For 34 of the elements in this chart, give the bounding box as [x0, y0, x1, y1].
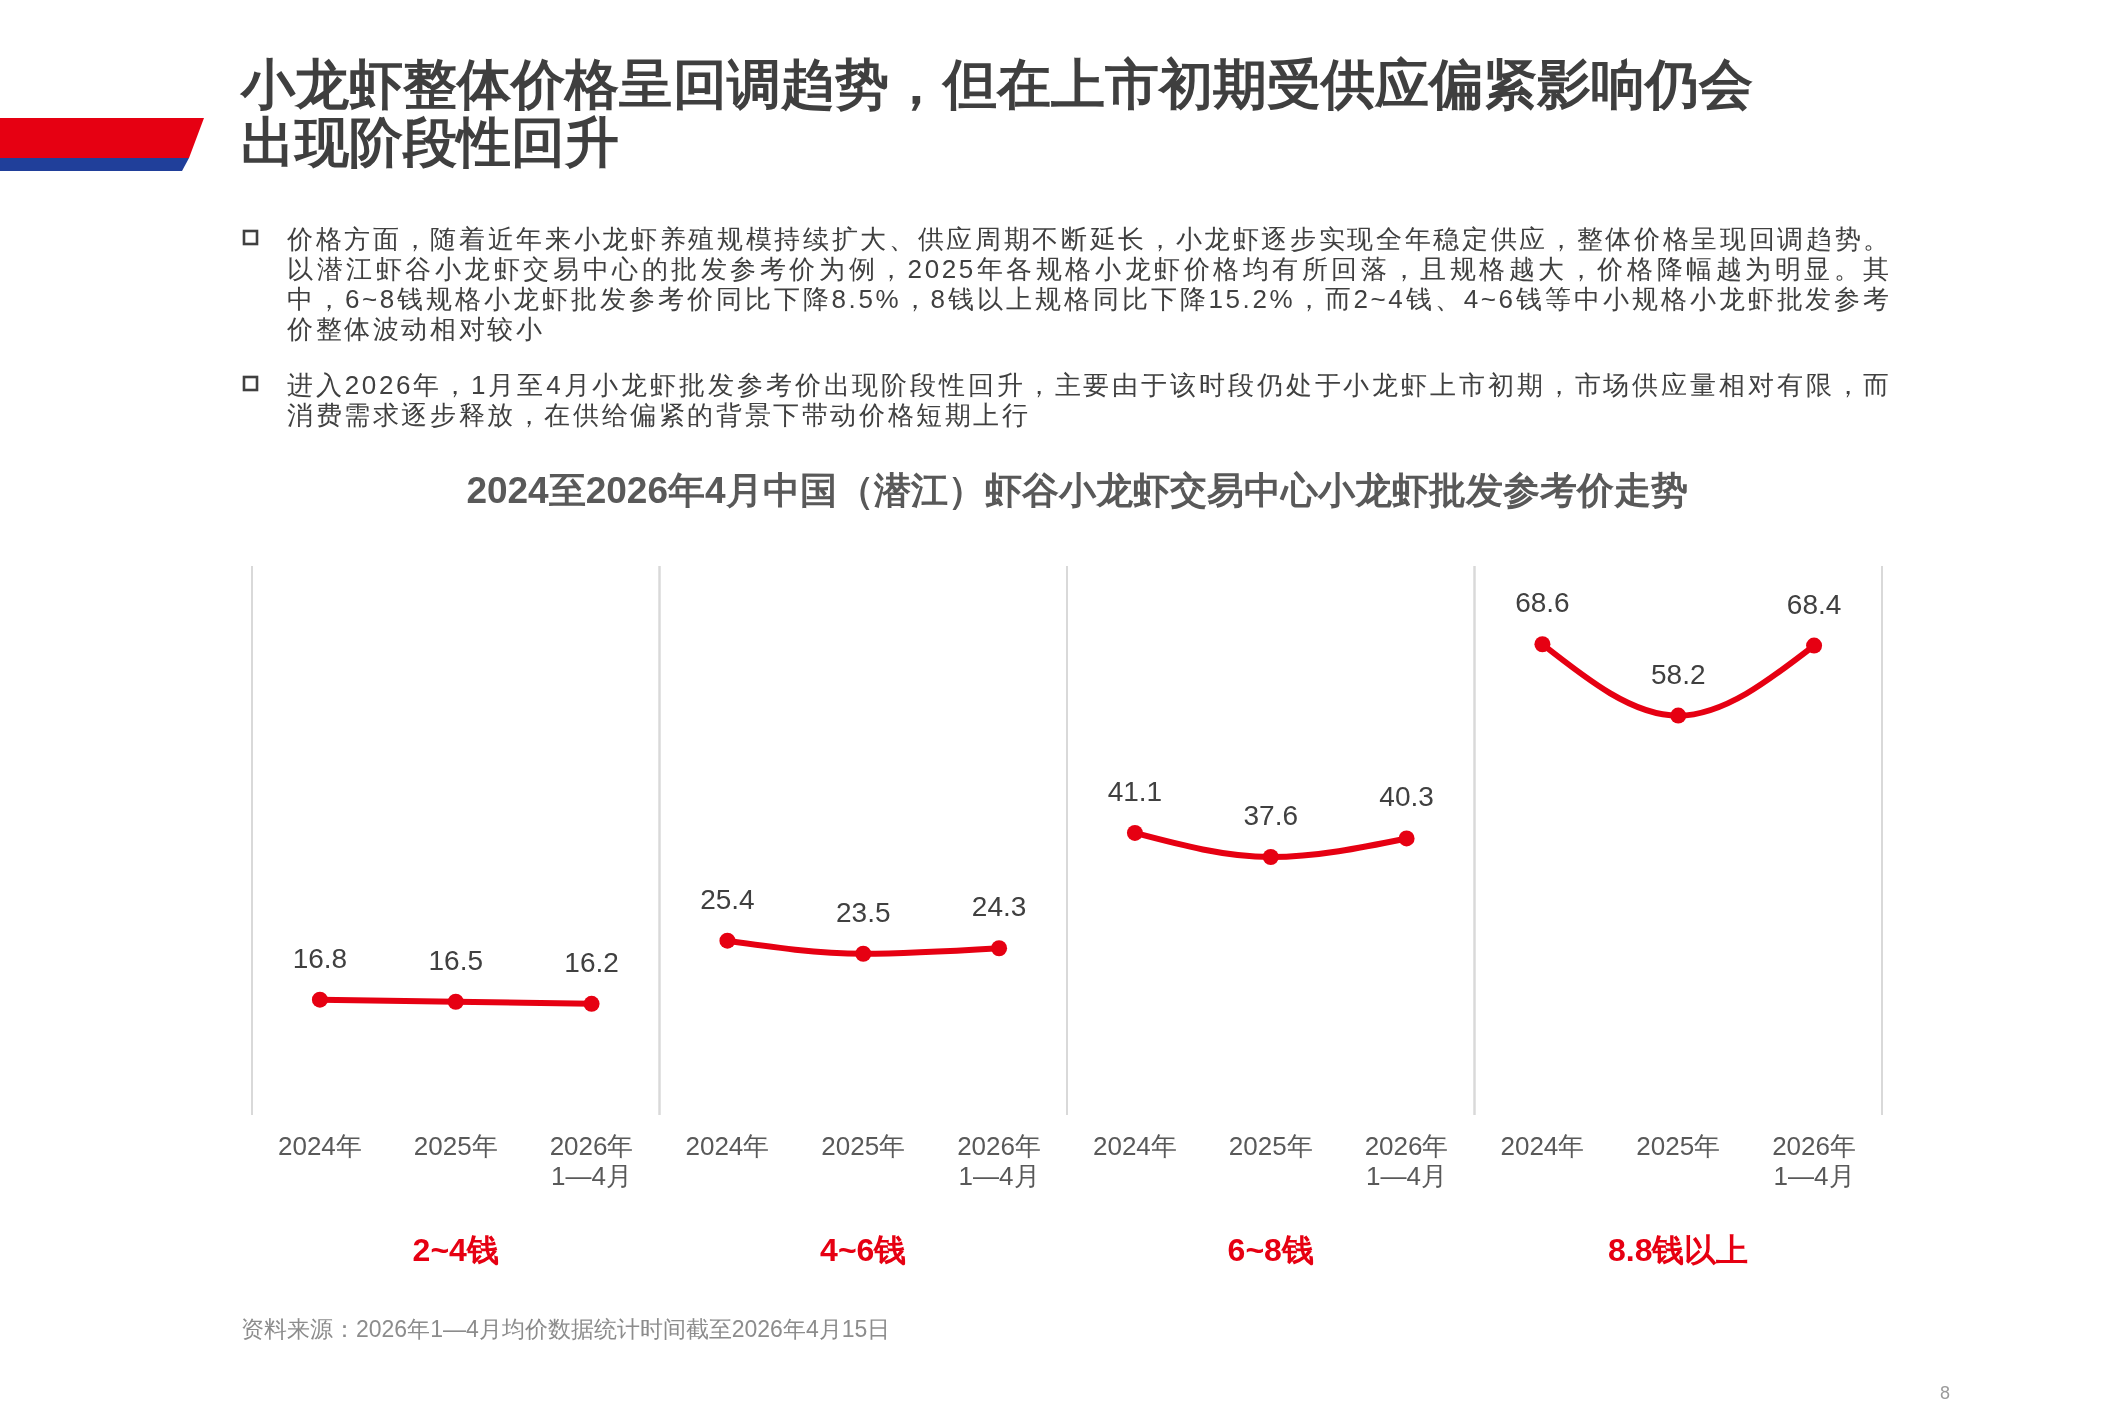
- x-tick-label: 2024年: [1500, 1131, 1585, 1161]
- text: 8: [1939, 1382, 1950, 1405]
- data-label: 68.4: [1786, 588, 1842, 620]
- x-tick-label: 2026年 1—4月: [1364, 1131, 1449, 1191]
- text: 进入2026年，1月至4月小龙虾批发参考价出现阶段性回升，主要由于该时段仍处于小龙虾上市初期，市场供应量相对有限，而消费需求逐步释放，在供给偏紧的背景下带动价格短期上行: [287, 370, 1892, 430]
- x-axis-title: 8.8钱以上: [1608, 1232, 1749, 1268]
- data-label: 16.2: [564, 946, 619, 978]
- text: 资料来源：2026年1—4月均价数据统计时间截至2026年4月15日: [241, 1315, 891, 1344]
- x-axis-title: 6~8钱: [1227, 1232, 1314, 1268]
- data-label: 58.2: [1651, 658, 1706, 690]
- x-tick-label: 2025年: [1228, 1131, 1313, 1161]
- data-label: 40.3: [1379, 781, 1434, 813]
- text: 小龙虾整体价格呈回调趋势，但在上市初期受供应偏紧影响仍会出现阶段性回升: [241, 54, 1754, 172]
- data-label: 41.1: [1107, 775, 1163, 807]
- x-axis-title: 4~6钱: [820, 1232, 907, 1268]
- x-tick-label: 2024年: [685, 1131, 770, 1161]
- data-label: 68.6: [1515, 587, 1570, 619]
- data-label: 25.4: [700, 883, 755, 915]
- x-tick-label: 2024年: [277, 1131, 362, 1161]
- x-tick-label: 2026年 1—4月: [549, 1131, 634, 1191]
- data-label: 16.8: [292, 942, 348, 974]
- x-tick-label: 2026年 1—4月: [957, 1131, 1042, 1191]
- data-label: 23.5: [836, 896, 891, 928]
- data-label: 37.6: [1243, 799, 1298, 831]
- text: 2024至2026年4月中国（潜江）虾谷小龙虾交易中心小龙虾批发参考价走势: [465, 469, 1689, 513]
- x-tick-label: 2025年: [1636, 1131, 1721, 1161]
- x-tick-label: 2025年: [821, 1131, 906, 1161]
- data-label: 16.5: [428, 944, 483, 976]
- x-tick-label: 2025年: [413, 1131, 498, 1161]
- x-axis-title: 2~4钱: [412, 1232, 499, 1268]
- data-label: 24.3: [971, 891, 1027, 923]
- x-tick-label: 2026年 1—4月: [1772, 1131, 1857, 1191]
- x-tick-label: 2024年: [1092, 1131, 1177, 1161]
- text: 价格方面，随着近年来小龙虾养殖规模持续扩大、供应周期不断延长，小龙虾逐步实现全年稳定供应，整体价格呈现回调趋势。以潜江虾谷小龙虾交易中心的批发参考价为例，2025年各规格小龙虾价格均有所回落，且规格越大，价格降幅越为明显。其中，6~8钱规格小龙虾批发参考价同比下降8.5%，8钱以上规格同比下降15.2%，而2~4钱、4~6钱等中小规格小龙虾批发参考价整体波动相对较小: [287, 224, 1892, 344]
